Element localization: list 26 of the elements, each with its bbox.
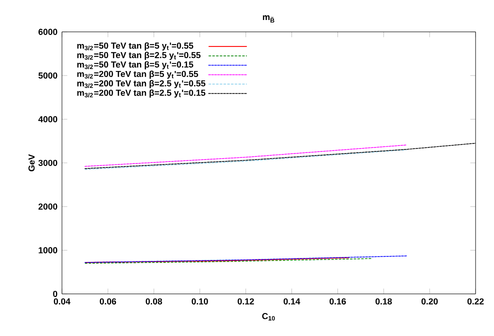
x-tick-label: 0.20	[422, 298, 438, 304]
x-tick-label: 0.16	[330, 298, 346, 304]
legend-label: m$_{3/2}$=200 TeV tan β=5 y$_{t}$'=0.55	[77, 70, 198, 79]
legend-label: m$_{3/2}$=200 TeV tan β=2.5 y$_{t}$'=0.55	[77, 80, 206, 88]
y-tick-label: 4000	[38, 116, 58, 122]
y-tick-label: 0	[53, 290, 58, 297]
y-tick-label: 6000	[38, 28, 58, 35]
legend-label: m$_{3/2}$=50 TeV tan β=5 y$_{t}$'=0.55	[77, 42, 194, 50]
x-tick-label: 0.10	[192, 298, 208, 304]
x-tick-label: 0.06	[100, 298, 116, 304]
legend-label: m$_{3/2}$=50 TeV tan β=2.5 y$_{t}$'=0.55	[77, 52, 201, 60]
x-tick-label: 0.08	[146, 298, 162, 304]
y-axis-title: GeV	[28, 154, 35, 172]
x-tick-label: 0.12	[238, 298, 254, 304]
y-tick-label: 5000	[38, 72, 58, 78]
legend-label: m$_{3/2}$=50 TeV tan β=5 y$_{t}$'=0.15	[77, 61, 194, 70]
y-tick-label: 3000	[38, 160, 58, 166]
x-tick-label: 0.14	[284, 298, 300, 304]
y-tick-label: 2000	[38, 203, 58, 210]
x-tick-label: 0.04	[54, 298, 70, 304]
chart-title: m$_{B̃}$	[262, 15, 274, 22]
x-tick-label: 0.18	[376, 298, 392, 304]
x-axis-title: C$_{10}$	[262, 312, 275, 320]
x-tick-label: 0.22	[467, 298, 484, 304]
legend-label: m$_{3/2}$=200 TeV tan β=2.5 y$_{t}$'=0.15	[77, 89, 206, 98]
y-tick-label: 1000	[38, 246, 58, 254]
